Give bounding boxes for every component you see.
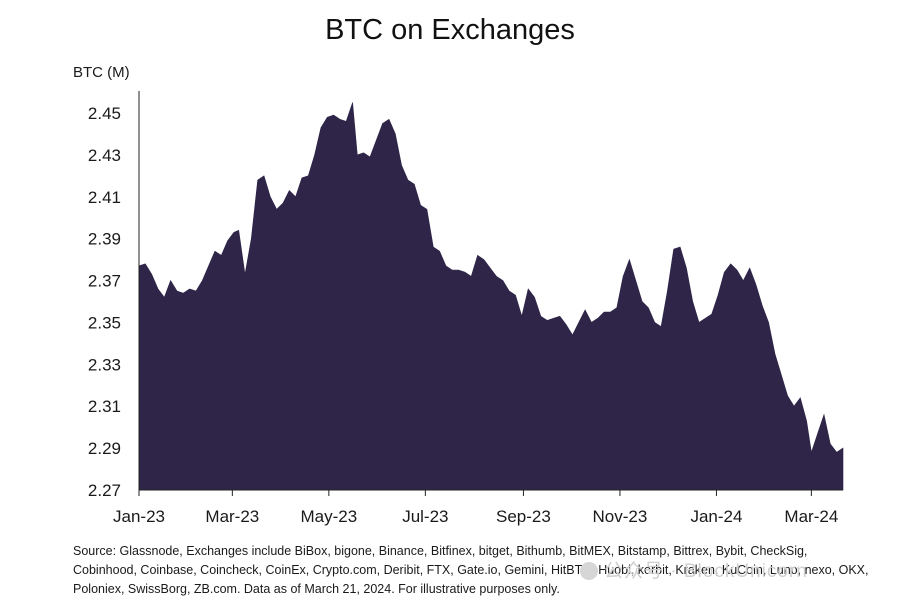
y-tick-label: 2.29 (88, 439, 121, 458)
x-tick-label: Jan-24 (690, 507, 742, 526)
y-tick-label: 2.37 (88, 272, 121, 291)
x-tick-label: Jan-23 (113, 507, 165, 526)
x-tick-label: Sep-23 (496, 507, 551, 526)
y-tick-label: 2.31 (88, 397, 121, 416)
watermark-text: 公众号 · BlockUnicorn (604, 561, 808, 582)
x-tick-label: May-23 (300, 507, 357, 526)
y-tick-label: 2.33 (88, 355, 121, 374)
source-footnote: Source: Glassnode, Exchanges include BiB… (73, 544, 869, 596)
y-tick-label: 2.27 (88, 481, 121, 500)
y-tick-label: 2.45 (88, 104, 121, 123)
watermark: 公众号 · BlockUnicorn (580, 556, 808, 583)
x-tick-label: Jul-23 (402, 507, 448, 526)
watermark-icon (580, 562, 598, 580)
y-tick-label: 2.43 (88, 146, 121, 165)
x-tick-label: Mar-24 (784, 507, 838, 526)
y-tick-label: 2.39 (88, 230, 121, 249)
x-tick-label: Nov-23 (593, 507, 648, 526)
y-tick-label: 2.41 (88, 188, 121, 207)
y-tick-label: 2.35 (88, 313, 121, 332)
x-tick-label: Mar-23 (205, 507, 259, 526)
y-axis-unit-label: BTC (M) (73, 64, 130, 81)
btc-area-series (138, 102, 844, 491)
chart-title: BTC on Exchanges (325, 14, 575, 46)
